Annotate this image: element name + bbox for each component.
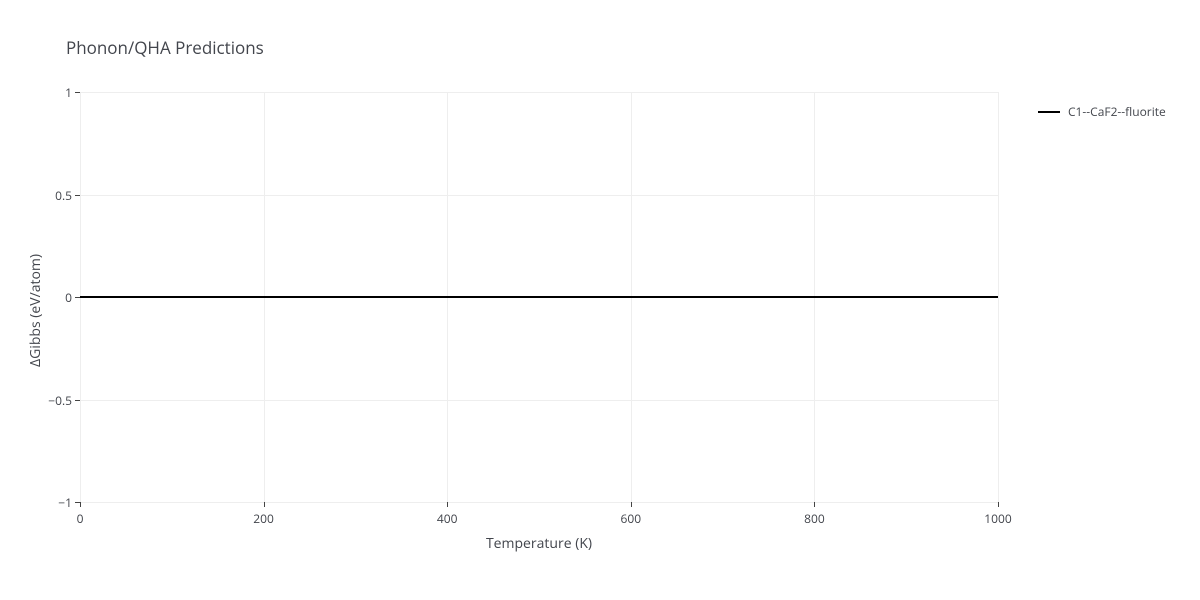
legend-item[interactable]: C1--CaF2--fluorite — [1038, 103, 1166, 120]
y-tick-label: 1 — [65, 84, 72, 101]
plot-area — [80, 92, 998, 502]
y-tick-mark — [75, 195, 80, 196]
y-tick-label: −1 — [58, 494, 72, 511]
legend-swatch — [1038, 111, 1060, 113]
x-tick-mark — [998, 502, 999, 507]
y-axis-label: ΔGibbs (eV/atom) — [26, 254, 45, 367]
y-tick-mark — [75, 400, 80, 401]
y-tick-mark — [75, 92, 80, 93]
x-tick-mark — [80, 502, 81, 507]
x-tick-mark — [264, 502, 265, 507]
gridline-vertical — [998, 92, 999, 502]
y-tick-label: 0.5 — [55, 187, 72, 204]
chart-title: Phonon/QHA Predictions — [66, 36, 264, 59]
series-line — [80, 296, 998, 298]
y-tick-mark — [75, 502, 80, 503]
chart-container: Phonon/QHA Predictions ΔGibbs (eV/atom) … — [0, 0, 1200, 600]
x-tick-label: 1000 — [983, 510, 1013, 527]
gridline-horizontal — [80, 502, 998, 503]
x-tick-mark — [631, 502, 632, 507]
x-tick-label: 800 — [799, 510, 829, 527]
x-tick-mark — [814, 502, 815, 507]
legend: C1--CaF2--fluorite — [1038, 103, 1166, 120]
x-tick-label: 200 — [249, 510, 279, 527]
x-tick-label: 0 — [65, 510, 95, 527]
x-tick-label: 400 — [432, 510, 462, 527]
x-tick-mark — [447, 502, 448, 507]
y-tick-mark — [75, 297, 80, 298]
y-tick-label: 0 — [65, 289, 72, 306]
gridline-horizontal — [80, 92, 998, 93]
gridline-horizontal — [80, 400, 998, 401]
gridline-horizontal — [80, 195, 998, 196]
x-axis-label: Temperature (K) — [80, 534, 998, 553]
x-tick-label: 600 — [616, 510, 646, 527]
legend-label: C1--CaF2--fluorite — [1068, 103, 1166, 120]
y-tick-label: −0.5 — [48, 392, 72, 409]
